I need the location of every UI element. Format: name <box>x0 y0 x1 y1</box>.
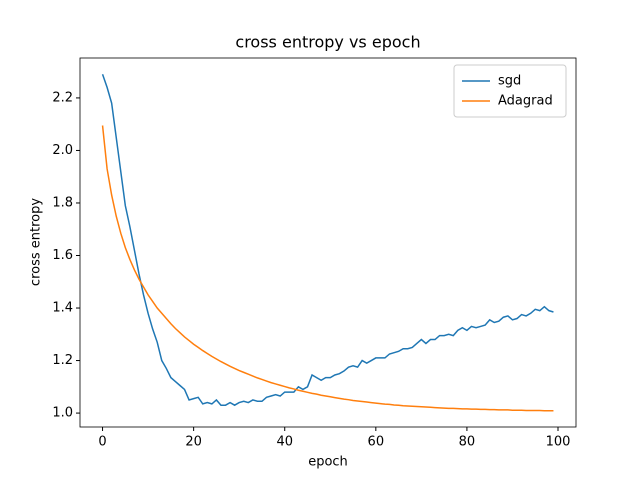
line-series <box>101 74 554 407</box>
y-tick-label: 1.8 <box>52 195 73 210</box>
legend-label: Adagrad <box>498 94 553 109</box>
chart-title: cross entropy vs epoch <box>235 33 420 52</box>
x-tick-label: 20 <box>185 435 202 450</box>
y-tick-label: 1.6 <box>52 248 73 263</box>
x-axis-label: epoch <box>308 455 348 470</box>
y-tick-label: 1.4 <box>52 301 73 316</box>
x-tick-label: 40 <box>276 435 293 450</box>
x-tick-label: 100 <box>546 435 571 450</box>
x-tick-label: 80 <box>459 435 476 450</box>
x-tick-label: 60 <box>368 435 385 450</box>
y-tick-label: 1.2 <box>52 353 73 368</box>
y-tick-label: 2.0 <box>52 143 73 158</box>
x-tick-label: 0 <box>98 435 106 450</box>
legend-box <box>453 64 567 118</box>
line-series <box>101 125 554 412</box>
axes-frame <box>79 57 577 428</box>
legend-label: sgd <box>498 74 521 89</box>
y-axis-label: cross entropy <box>29 198 44 286</box>
y-tick-label: 2.2 <box>52 90 73 105</box>
y-tick-label: 1.0 <box>52 406 73 421</box>
